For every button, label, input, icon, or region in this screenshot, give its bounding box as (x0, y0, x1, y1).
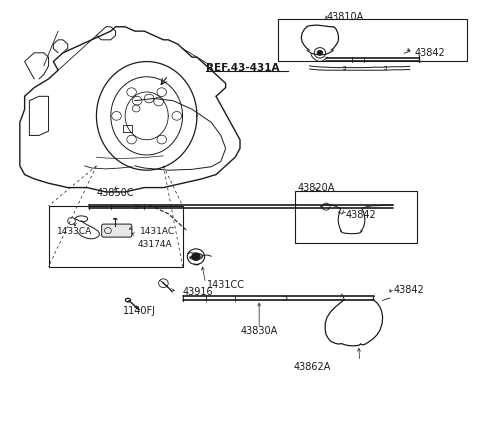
Bar (48, 206, 182, 267)
Text: REF.43-431A: REF.43-431A (206, 63, 280, 73)
Text: 1140FJ: 1140FJ (123, 307, 156, 317)
Text: 43862A: 43862A (293, 361, 330, 371)
Text: 43842: 43842 (393, 285, 424, 295)
Text: 1433CA: 1433CA (57, 228, 93, 236)
Circle shape (192, 253, 200, 261)
Text: 43810A: 43810A (327, 12, 364, 22)
Text: 43174A: 43174A (137, 239, 172, 249)
Bar (295, 191, 417, 243)
Bar (278, 19, 468, 61)
Text: 43850C: 43850C (97, 188, 134, 198)
Text: 1431CC: 1431CC (206, 280, 244, 290)
FancyBboxPatch shape (102, 224, 132, 237)
Text: 43842: 43842 (345, 210, 376, 219)
Text: 43842: 43842 (415, 48, 445, 58)
Text: 1431AC: 1431AC (140, 228, 175, 236)
Circle shape (317, 50, 323, 55)
Text: 43916: 43916 (182, 287, 213, 297)
Text: 43820A: 43820A (298, 184, 335, 194)
Text: 43830A: 43830A (240, 326, 278, 336)
